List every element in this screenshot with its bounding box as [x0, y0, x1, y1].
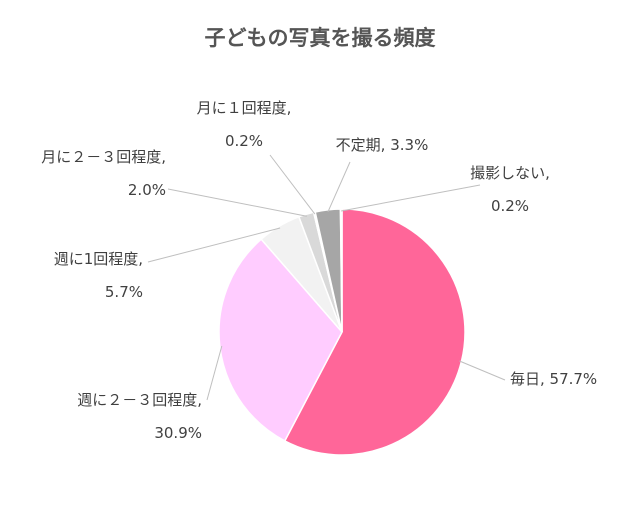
slice-label-4: 月に１回程度, 0.2%: [197, 99, 292, 150]
leader-line-6: [341, 184, 481, 212]
leader-line-5: [327, 161, 351, 213]
chart-title: 子どもの写真を撮る頻度: [205, 26, 436, 50]
slice-label-2: 週に1回程度, 5.7%: [54, 250, 143, 301]
slice-label-line: 月に２－３回程度,: [41, 148, 166, 166]
slice-label-line: 週に２－３回程度,: [77, 391, 202, 409]
slice-label-line: 0.2%: [491, 197, 529, 215]
slice-label-line: 2.0%: [128, 181, 166, 199]
leader-line-4: [269, 154, 316, 215]
leader-line-1: [206, 345, 223, 401]
leader-line-2: [147, 227, 281, 263]
slice-label-line: 毎日, 57.7%: [510, 370, 597, 388]
pie-slices: [218, 208, 466, 456]
slice-label-line: 不定期, 3.3%: [336, 136, 429, 154]
slice-label-line: 5.7%: [105, 283, 143, 301]
slice-label-line: 撮影しない,: [470, 164, 550, 182]
leader-lines: [147, 154, 506, 401]
leader-line-3: [167, 188, 307, 217]
pie-slice-1: [218, 238, 343, 442]
slice-label-0: 毎日, 57.7%: [510, 370, 597, 388]
slice-label-3: 月に２－３回程度, 2.0%: [41, 148, 166, 199]
pie-slice-6: [339, 208, 343, 333]
slice-label-5: 不定期, 3.3%: [336, 136, 429, 154]
slice-label-line: 週に1回程度,: [54, 250, 143, 268]
leader-line-0: [459, 360, 506, 381]
slice-label-line: 月に１回程度,: [197, 99, 292, 117]
slice-label-line: 30.9%: [154, 424, 202, 442]
slice-label-line: 0.2%: [225, 132, 263, 150]
slice-labels: 毎日, 57.7% 週に２－３回程度, 30.9% 週に1回程度, 5.7% 月に２－３回…: [41, 99, 597, 442]
slice-label-1: 週に２－３回程度, 30.9%: [77, 391, 202, 442]
slice-label-6: 撮影しない, 0.2%: [470, 164, 550, 215]
